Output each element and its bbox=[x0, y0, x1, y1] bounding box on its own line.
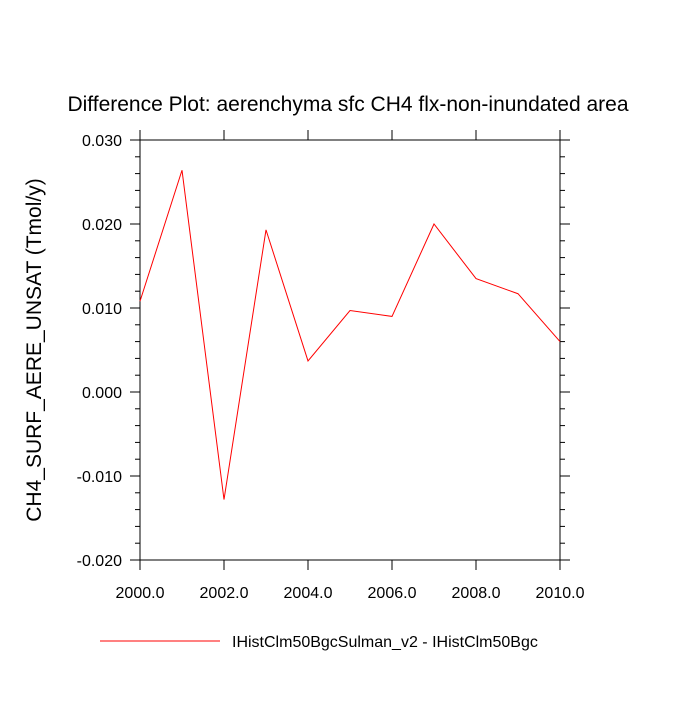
series-layer bbox=[139, 170, 561, 500]
y-tick-label: 0.020 bbox=[82, 217, 122, 234]
series-line bbox=[139, 170, 561, 500]
legend-label: IHistClm50BgcSulman_v2 - IHistClm50Bgc bbox=[232, 634, 538, 651]
y-tick-label: -0.010 bbox=[77, 469, 122, 486]
x-tick-label: 2004.0 bbox=[284, 585, 333, 602]
axis-ticks: -0.020 -0.010 0.000 0.010 0.020 0.030 2000.0 20… bbox=[77, 130, 585, 602]
y-tick-label: -0.020 bbox=[77, 553, 122, 570]
x-tick-label: 2008.0 bbox=[452, 585, 501, 602]
x-tick-label: 2000.0 bbox=[116, 585, 165, 602]
y-tick-label: 0.030 bbox=[82, 133, 122, 150]
chart-title: Difference Plot: aerenchyma sfc CH4 flx-… bbox=[67, 93, 628, 116]
y-axis-label: CH4_SURF_AERE_UNSAT (Tmol/y) bbox=[23, 178, 46, 521]
x-tick-label: 2002.0 bbox=[200, 585, 249, 602]
x-tick-label: 2010.0 bbox=[536, 585, 585, 602]
x-tick-label: 2006.0 bbox=[368, 585, 417, 602]
plot-frame bbox=[139, 139, 561, 561]
y-tick-label: 0.000 bbox=[82, 385, 122, 402]
legend: IHistClm50BgcSulman_v2 - IHistClm50Bgc bbox=[100, 634, 538, 651]
y-tick-label: 0.010 bbox=[82, 301, 122, 318]
